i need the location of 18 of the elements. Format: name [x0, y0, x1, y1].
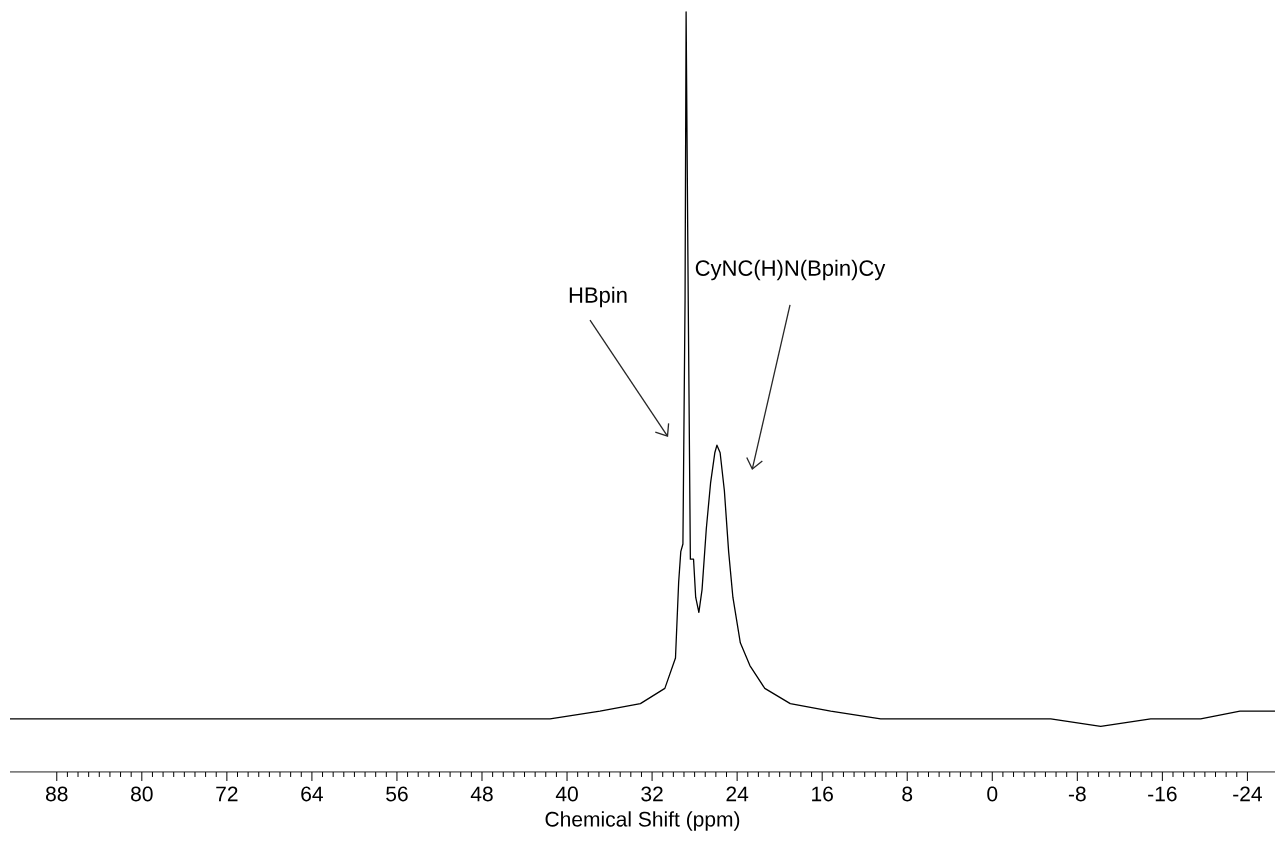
- x-tick-label: 88: [46, 786, 68, 802]
- x-tick-label: 8: [902, 786, 913, 802]
- annotation: CyNC(H)N(Bpin)Cy: [695, 259, 886, 281]
- x-tick-label: 32: [641, 786, 663, 802]
- x-tick-label: 16: [812, 786, 833, 802]
- x-tick-label: -8: [1068, 786, 1086, 802]
- x-tick-label: 56: [386, 786, 408, 802]
- x-tick-label: 0: [987, 786, 998, 802]
- x-tick-label: -16: [1148, 786, 1177, 802]
- x-tick-label: 80: [131, 786, 153, 802]
- x-tick-label: 40: [555, 786, 578, 802]
- x-axis-title: Chemical Shift (ppm): [545, 811, 740, 831]
- x-tick-label: 24: [726, 786, 749, 802]
- x-tick-label: 72: [216, 786, 238, 802]
- x-tick-label: 64: [301, 786, 323, 802]
- x-tick-label: -24: [1233, 786, 1262, 802]
- x-tick-label: 48: [470, 786, 493, 802]
- annotation: HBpin: [569, 286, 627, 308]
